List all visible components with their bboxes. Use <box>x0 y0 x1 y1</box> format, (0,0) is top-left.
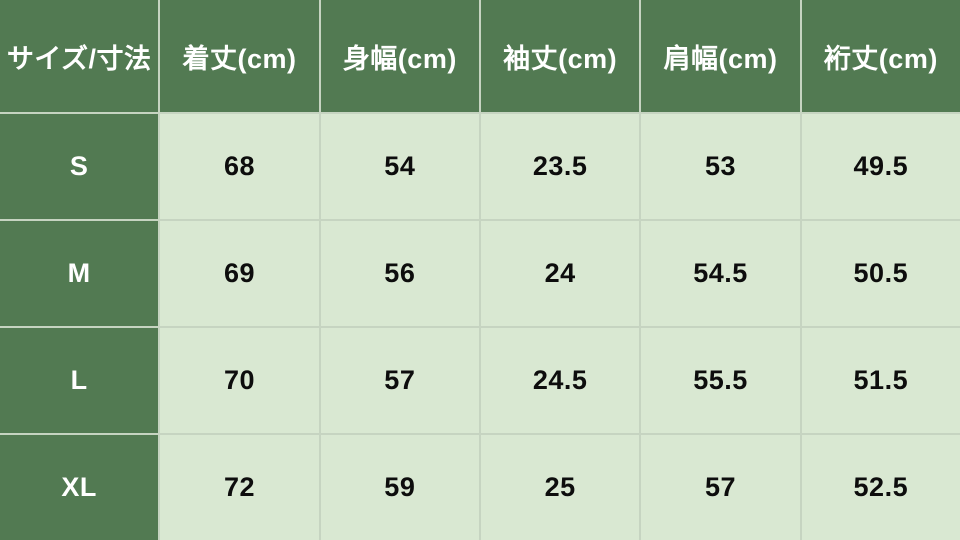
cell-m-shoulder-width: 54.5 <box>641 221 800 326</box>
cell-s-shoulder-width: 53 <box>641 114 800 219</box>
cell-s-body-width: 54 <box>320 114 479 219</box>
column-header-shoulder-width: 肩幅(cm) <box>641 0 800 112</box>
column-header-body-length: 着丈(cm) <box>160 0 319 112</box>
cell-s-yuki-length: 49.5 <box>801 114 960 219</box>
cell-l-sleeve-length: 24.5 <box>480 328 640 433</box>
row-header-size-l: L <box>0 328 159 433</box>
cell-xl-yuki-length: 52.5 <box>801 435 960 540</box>
cell-xl-sleeve-length: 25 <box>480 435 640 540</box>
cell-s-sleeve-length: 23.5 <box>480 114 640 219</box>
column-header-sleeve-length: 袖丈(cm) <box>480 0 640 112</box>
cell-xl-body-width: 59 <box>320 435 479 540</box>
row-header-size-m: M <box>0 221 159 326</box>
column-header-body-width: 身幅(cm) <box>320 0 479 112</box>
cell-m-body-length: 69 <box>160 221 319 326</box>
cell-xl-body-length: 72 <box>160 435 319 540</box>
row-header-size-s: S <box>0 114 159 219</box>
cell-l-body-width: 57 <box>320 328 479 433</box>
corner-header-size-label: サイズ/寸法 <box>0 0 159 112</box>
cell-m-yuki-length: 50.5 <box>801 221 960 326</box>
cell-l-yuki-length: 51.5 <box>801 328 960 433</box>
cell-s-body-length: 68 <box>160 114 319 219</box>
cell-l-body-length: 70 <box>160 328 319 433</box>
row-header-size-xl: XL <box>0 435 159 540</box>
cell-xl-shoulder-width: 57 <box>641 435 800 540</box>
column-header-yuki-length: 裄丈(cm) <box>801 0 960 112</box>
cell-l-shoulder-width: 55.5 <box>641 328 800 433</box>
cell-m-sleeve-length: 24 <box>480 221 640 326</box>
cell-m-body-width: 56 <box>320 221 479 326</box>
